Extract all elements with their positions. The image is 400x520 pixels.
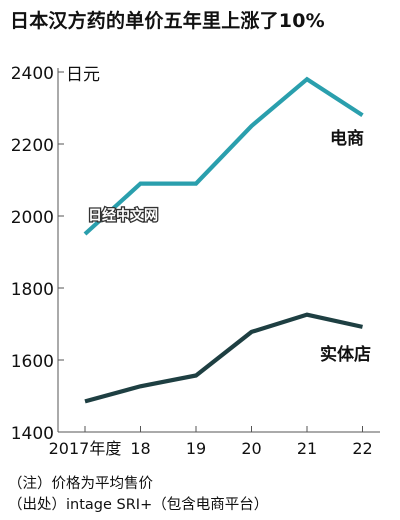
chart-title: 日本汉方药的单价五年里上涨了10% <box>10 10 325 32</box>
x-tick-label: 19 <box>186 439 206 458</box>
series-label-2: 实体店 <box>320 344 371 365</box>
watermark-logo: 日经中文网 <box>88 207 158 224</box>
series-line-1 <box>83 76 364 236</box>
series-line-2 <box>84 312 363 404</box>
chart-axes <box>57 68 380 433</box>
y-tick-label: 1800 <box>11 280 54 300</box>
y-tick-labels: 2400 2200 2000 1800 1600 1400 <box>11 64 64 444</box>
y-tick-label: 2200 <box>11 136 54 156</box>
x-tick-label: 22 <box>352 439 372 458</box>
y-tick-label: 1600 <box>11 352 54 372</box>
x-tick-label: 20 <box>241 439 261 458</box>
chart-series <box>83 76 364 404</box>
series-label-1: 电商 <box>330 128 364 149</box>
x-tick-label: 18 <box>130 439 150 458</box>
x-tick-label: 21 <box>297 439 317 458</box>
x-tick-label: 2017年度 <box>49 439 122 458</box>
chart-note: （注）价格为平均售价 <box>8 476 153 492</box>
y-tick-label: 2000 <box>11 208 54 228</box>
x-tick-labels: 2017年度 18 19 20 21 22 <box>49 426 373 458</box>
chart-source: （出处）intage SRI+（包含电商平台） <box>8 497 269 513</box>
y-unit-label: 日元 <box>66 65 100 85</box>
y-tick-label: 2400 <box>11 64 54 84</box>
y-tick-label: 1400 <box>11 424 54 444</box>
